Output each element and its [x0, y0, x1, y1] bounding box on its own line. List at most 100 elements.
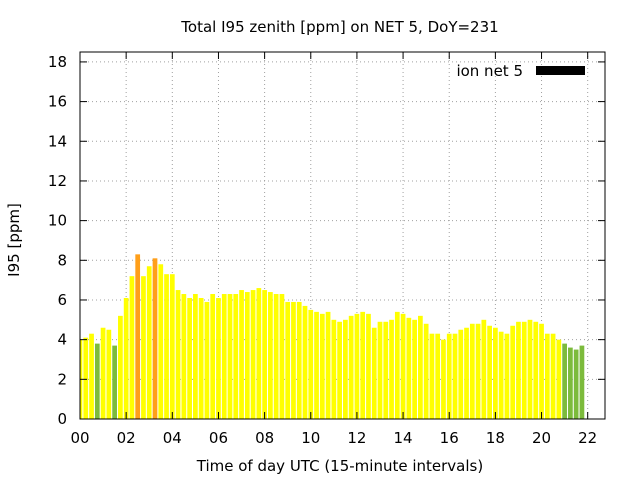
bar: [331, 319, 337, 419]
bar: [435, 333, 441, 419]
y-tick-label: 0: [57, 410, 67, 428]
bar: [550, 333, 556, 419]
bar: [360, 311, 366, 419]
bar: [325, 311, 331, 419]
bar: [521, 321, 527, 419]
x-tick-label: 16: [440, 429, 459, 447]
bar: [527, 319, 533, 419]
y-tick-label: 18: [48, 53, 67, 71]
bar: [146, 266, 152, 419]
bar: [354, 313, 360, 419]
y-tick-label: 14: [48, 132, 67, 150]
bar: [169, 274, 175, 419]
bar: [216, 297, 221, 419]
bar: [504, 333, 510, 419]
x-tick-label: 02: [117, 429, 136, 447]
bar: [423, 323, 429, 419]
bar: [493, 327, 498, 419]
bar: [533, 321, 539, 419]
y-tick-label: 6: [57, 291, 67, 309]
bar: [135, 254, 141, 419]
bar: [152, 258, 158, 419]
y-tick-label: 2: [57, 370, 67, 388]
bar: [94, 343, 100, 419]
bar: [210, 294, 216, 419]
x-tick-label: 14: [394, 429, 413, 447]
x-tick-label: 10: [301, 429, 320, 447]
bar: [429, 333, 435, 419]
bar: [227, 294, 233, 419]
bar: [285, 301, 291, 419]
bar: [262, 290, 267, 419]
bar: [516, 321, 521, 419]
bar: [123, 297, 129, 419]
bar: [458, 329, 464, 419]
bar: [273, 294, 279, 419]
bar: [250, 290, 256, 419]
legend: ion net 5: [456, 62, 585, 80]
bar: [452, 333, 458, 419]
bar: [268, 292, 273, 419]
x-tick-label: 20: [532, 429, 551, 447]
bar: [406, 317, 412, 419]
bar: [118, 315, 123, 419]
axis-ticks: [79, 52, 605, 420]
bar: [239, 290, 244, 419]
bar: [175, 290, 181, 419]
bar: [187, 297, 192, 419]
y-tick-label: 8: [57, 251, 67, 269]
bar: [562, 343, 567, 419]
y-axis-label: I95 [ppm]: [5, 203, 23, 277]
bar: [302, 305, 308, 419]
bar: [244, 292, 250, 419]
bar: [539, 323, 544, 419]
bar: [141, 276, 146, 419]
bar: [510, 325, 516, 419]
bar: [296, 301, 302, 419]
bar: [308, 309, 314, 419]
bar: [158, 264, 164, 419]
x-tick-label: 18: [486, 429, 505, 447]
bar: [112, 345, 117, 419]
bar: [106, 329, 112, 419]
bar: [348, 315, 354, 419]
bar: [256, 288, 262, 419]
bar: [544, 333, 550, 419]
x-tick-label: 12: [347, 429, 366, 447]
bar: [377, 321, 383, 419]
bar: [291, 301, 296, 419]
bar: [164, 274, 169, 419]
x-tick-label: 04: [163, 429, 182, 447]
x-tick-label: 06: [209, 429, 228, 447]
bars: [80, 254, 585, 419]
bar: [204, 301, 210, 419]
x-axis-label: Time of day UTC (15-minute intervals): [196, 457, 483, 475]
bar: [319, 313, 325, 419]
bar: [579, 345, 585, 419]
bar: [198, 297, 204, 419]
bar: [193, 294, 198, 419]
bar: [383, 321, 389, 419]
bar: [83, 337, 89, 419]
bar: [464, 327, 469, 419]
bar: [568, 347, 573, 419]
y-tick-label: 10: [48, 212, 67, 230]
bar: [475, 323, 481, 419]
bar: [389, 319, 394, 419]
bar: [343, 319, 348, 419]
bar: [573, 349, 579, 419]
chart-title: Total I95 zenith [ppm] on NET 5, DoY=231: [180, 18, 498, 36]
bar: [412, 319, 417, 419]
plot-frame: [79, 51, 606, 420]
y-tick-label: 4: [57, 331, 67, 349]
bar: [446, 333, 452, 419]
legend-label: ion net 5: [456, 62, 523, 80]
bar: [89, 333, 94, 419]
bar: [100, 327, 106, 419]
legend-swatch: [536, 66, 585, 75]
bar: [400, 313, 406, 419]
x-tick-label: 08: [255, 429, 274, 447]
y-tick-label: 12: [48, 172, 67, 190]
bar: [441, 339, 446, 419]
